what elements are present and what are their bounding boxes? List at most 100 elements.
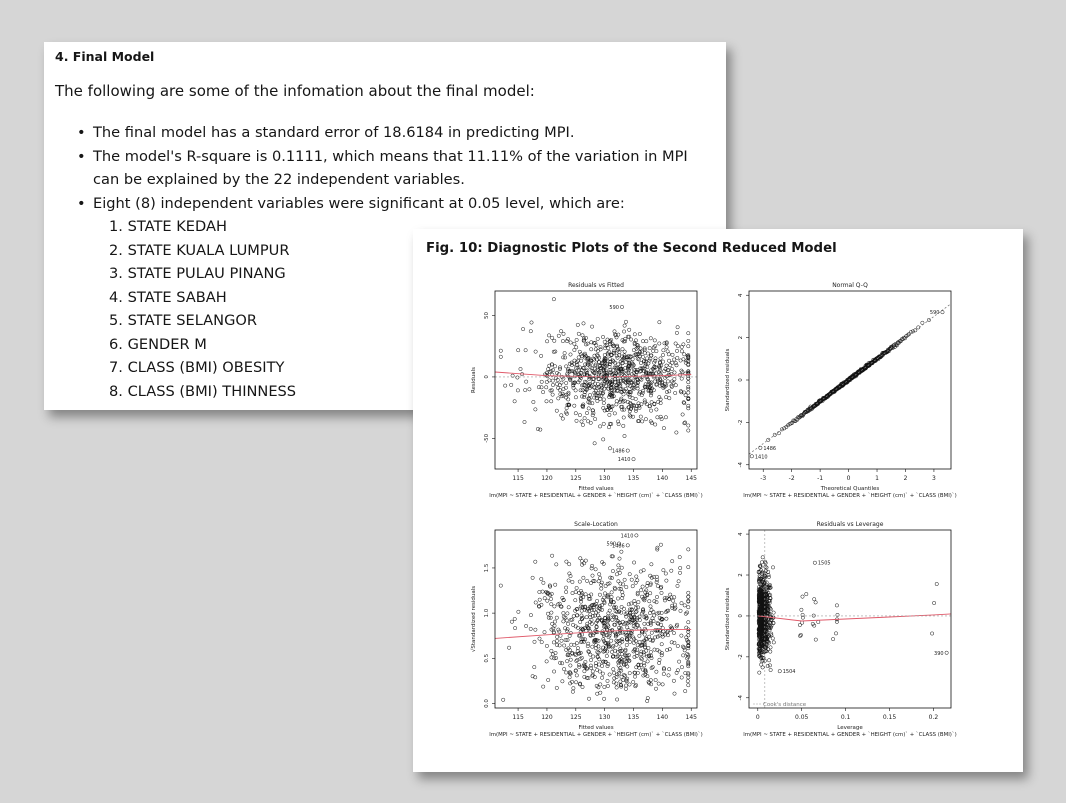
- data-point: [556, 333, 561, 338]
- data-point: [761, 615, 766, 620]
- data-point: [812, 560, 817, 565]
- data-point: [594, 643, 599, 648]
- data-point: [629, 601, 634, 606]
- data-point: [656, 621, 661, 626]
- data-point: [604, 633, 609, 638]
- data-point: [572, 380, 577, 385]
- data-point: [582, 607, 587, 612]
- data-point: [573, 388, 578, 393]
- data-point: [670, 352, 675, 357]
- data-point: [685, 610, 690, 615]
- data-point: [642, 632, 647, 637]
- data-point: [672, 357, 677, 362]
- data-point: [609, 598, 614, 603]
- data-point: [641, 667, 645, 672]
- data-point: [620, 361, 625, 366]
- data-point: [572, 651, 577, 656]
- data-point: [616, 596, 620, 601]
- data-point: [686, 598, 691, 603]
- data-point: [664, 578, 669, 583]
- data-point: [764, 639, 769, 644]
- data-point: [647, 599, 652, 604]
- plot-subtitle: lm(MPI ~ STATE + RESIDENTIAL + GENDER + …: [743, 493, 956, 499]
- data-point: [542, 596, 547, 601]
- data-point: [546, 611, 550, 616]
- data-point: [605, 684, 610, 688]
- data-point: [599, 617, 604, 622]
- data-point: [659, 610, 664, 615]
- data-point: [665, 648, 670, 652]
- data-point: [578, 595, 583, 600]
- data-point: [654, 686, 658, 691]
- data-point: [566, 390, 571, 395]
- data-point: [572, 642, 577, 647]
- x-tick-label: -2: [789, 475, 795, 482]
- data-point: [601, 437, 606, 442]
- data-point: [635, 343, 640, 348]
- data-point: [622, 606, 626, 611]
- data-point: [635, 383, 640, 388]
- data-point: [626, 370, 631, 375]
- data-point: [682, 648, 687, 653]
- data-point: [686, 664, 691, 669]
- data-point: [652, 647, 657, 652]
- data-point: [575, 322, 580, 327]
- data-point: [624, 683, 629, 688]
- data-point: [648, 582, 653, 587]
- data-point: [633, 684, 638, 689]
- outlier-label: 1486: [612, 449, 625, 455]
- data-point: [757, 653, 762, 658]
- data-point: [592, 357, 597, 362]
- data-point: [568, 617, 573, 622]
- data-point: [620, 347, 625, 352]
- data-point: [557, 629, 562, 634]
- data-point: [642, 642, 647, 647]
- data-point: [532, 639, 537, 644]
- data-point: [601, 406, 606, 410]
- data-point: [661, 426, 666, 431]
- data-point: [559, 604, 564, 609]
- data-point: [603, 584, 608, 588]
- list-item: 1. STATE KEDAH: [109, 218, 227, 235]
- data-point: [646, 653, 651, 658]
- data-point: [625, 543, 630, 548]
- data-point: [606, 346, 611, 351]
- data-point: [550, 392, 555, 397]
- data-point: [940, 310, 945, 315]
- data-point: [661, 568, 666, 573]
- data-point: [782, 426, 787, 431]
- data-point: [582, 674, 587, 679]
- data-point: [538, 427, 543, 432]
- data-point: [686, 590, 691, 595]
- data-point: [586, 641, 591, 646]
- data-point: [597, 657, 602, 662]
- data-point: [593, 567, 598, 572]
- data-point: [509, 619, 514, 624]
- data-point: [523, 348, 528, 353]
- data-point: [811, 613, 816, 618]
- figure-title: Fig. 10: Diagnostic Plots of the Second …: [426, 241, 837, 256]
- data-point: [616, 568, 621, 572]
- data-point: [580, 591, 585, 596]
- data-point: [686, 633, 691, 638]
- data-point: [631, 680, 636, 684]
- data-point: [617, 625, 622, 630]
- data-point: [612, 585, 617, 590]
- data-point: [593, 389, 598, 394]
- data-point: [609, 385, 614, 390]
- data-point: [654, 580, 659, 585]
- data-point: [600, 675, 605, 680]
- data-point: [585, 357, 590, 362]
- data-point: [629, 390, 634, 395]
- data-point: [611, 654, 616, 659]
- data-point: [573, 590, 578, 594]
- data-point: [614, 675, 619, 680]
- data-point: [679, 633, 684, 638]
- x-tick-label: -1: [817, 475, 823, 482]
- data-point: [607, 393, 612, 398]
- data-point: [643, 593, 648, 598]
- intro-text: The following are some of the infomation…: [55, 82, 535, 100]
- data-point: [599, 603, 604, 608]
- data-point: [667, 667, 672, 672]
